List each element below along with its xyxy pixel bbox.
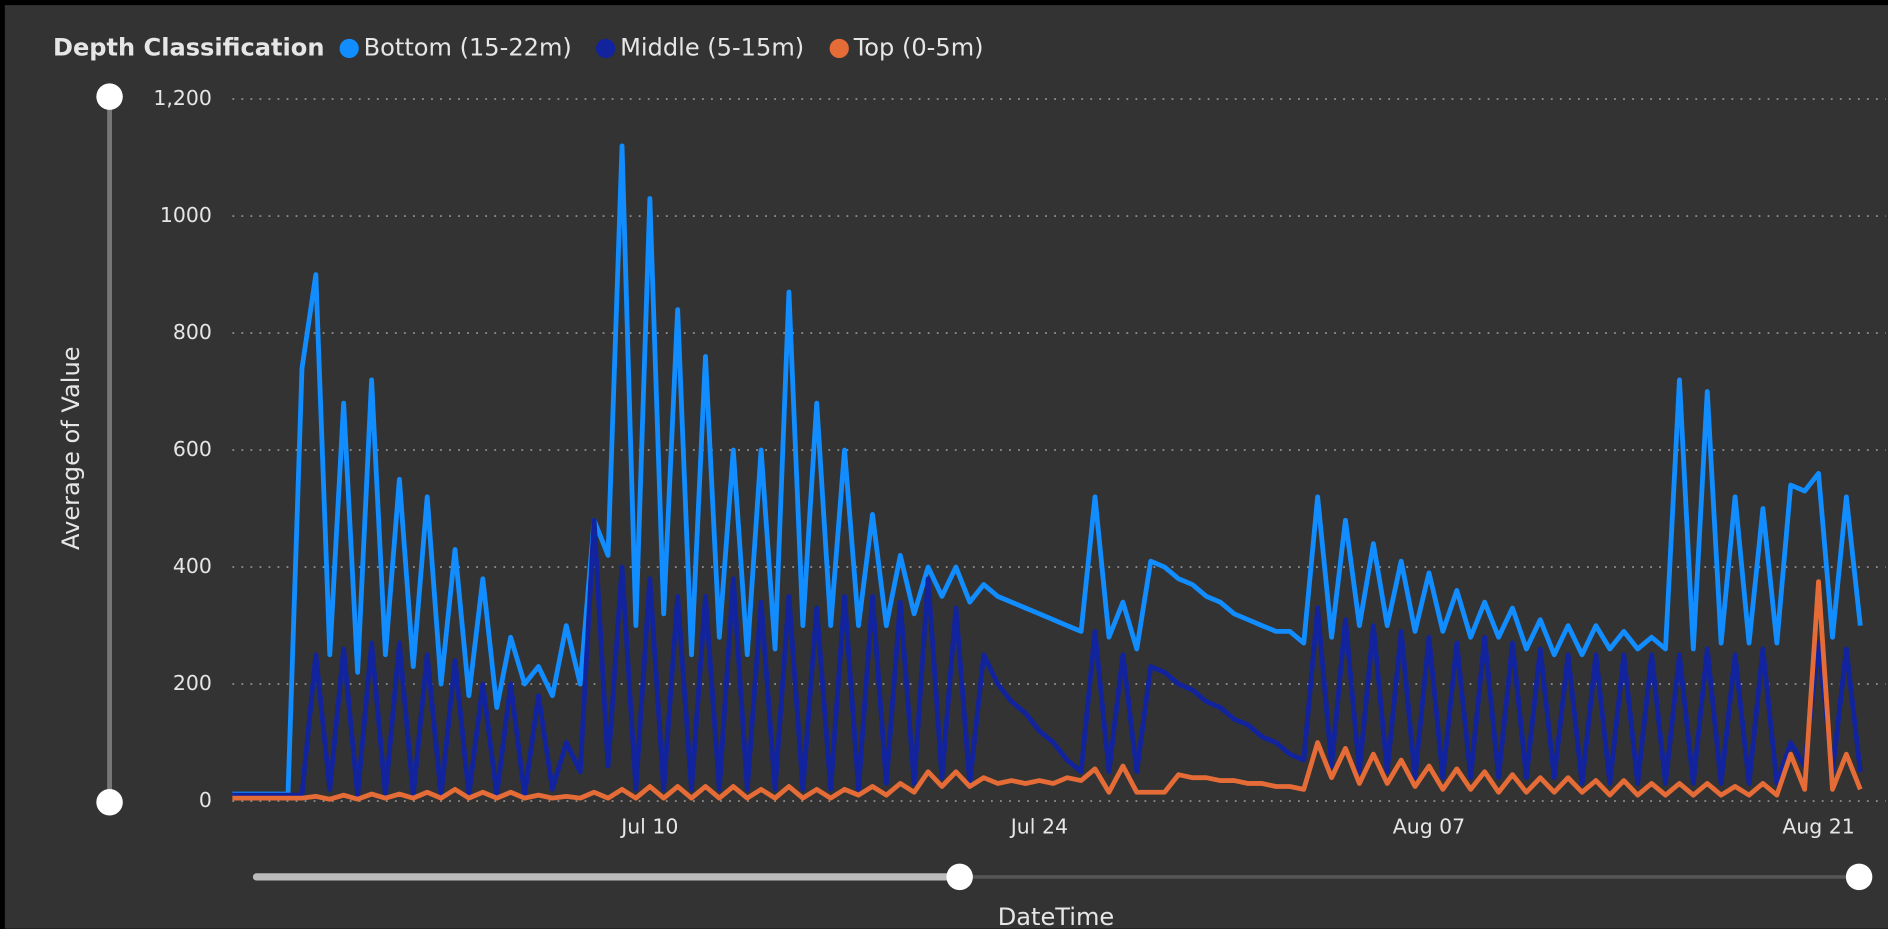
- x-tick-label: Jul 10: [619, 815, 678, 839]
- y-tick-label: 200: [173, 671, 212, 695]
- y-zoom-handle[interactable]: [96, 789, 123, 816]
- x-zoom-handle[interactable]: [946, 863, 973, 891]
- legend-label: Middle (5-15m): [620, 33, 804, 61]
- y-tick-label: 600: [173, 437, 212, 461]
- x-zoom-handle[interactable]: [1845, 863, 1873, 891]
- x-tick-label: Aug 21: [1782, 815, 1854, 839]
- y-zoom-handle[interactable]: [96, 83, 123, 110]
- y-axis-title: Average of Value: [57, 346, 85, 550]
- x-tick-label: Aug 07: [1393, 815, 1465, 839]
- series-line: [232, 579, 1863, 802]
- plot-area: [232, 98, 1886, 802]
- legend-label: Bottom (15-22m): [364, 33, 572, 61]
- legend-label: Top (0-5m): [853, 33, 984, 61]
- y-tick-label: 0: [199, 788, 212, 812]
- legend-marker: [339, 38, 359, 59]
- x-tick-label: Jul 24: [1009, 815, 1068, 839]
- y-tick-label: 1,200: [153, 86, 212, 110]
- series-line: [232, 517, 1863, 798]
- legend-marker: [829, 38, 849, 59]
- y-tick-label: 1000: [160, 203, 212, 227]
- background: [4, 5, 1888, 929]
- x-axis-title: DateTime: [998, 903, 1114, 929]
- y-tick-label: 400: [173, 554, 212, 578]
- series-line: [232, 143, 1863, 797]
- legend-title: Depth Classification: [53, 33, 325, 61]
- y-tick-label: 800: [173, 320, 212, 344]
- legend-marker: [596, 38, 616, 59]
